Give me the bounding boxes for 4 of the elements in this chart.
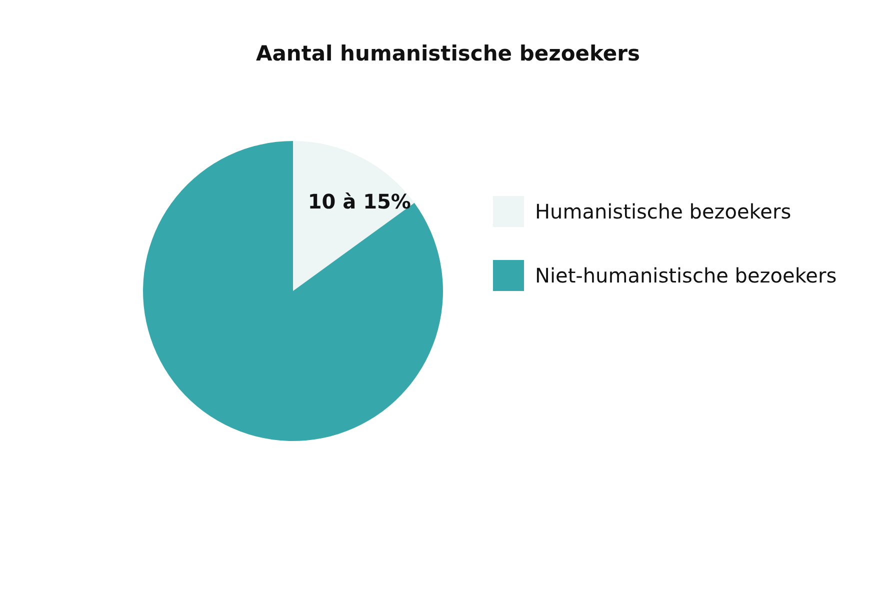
legend-label: Niet-humanistische bezoekers <box>535 264 837 288</box>
data-label: 10 à 15% <box>308 190 411 214</box>
legend-label: Humanistische bezoekers <box>535 200 792 224</box>
chart-title: Aantal humanistische bezoekers <box>256 42 640 66</box>
